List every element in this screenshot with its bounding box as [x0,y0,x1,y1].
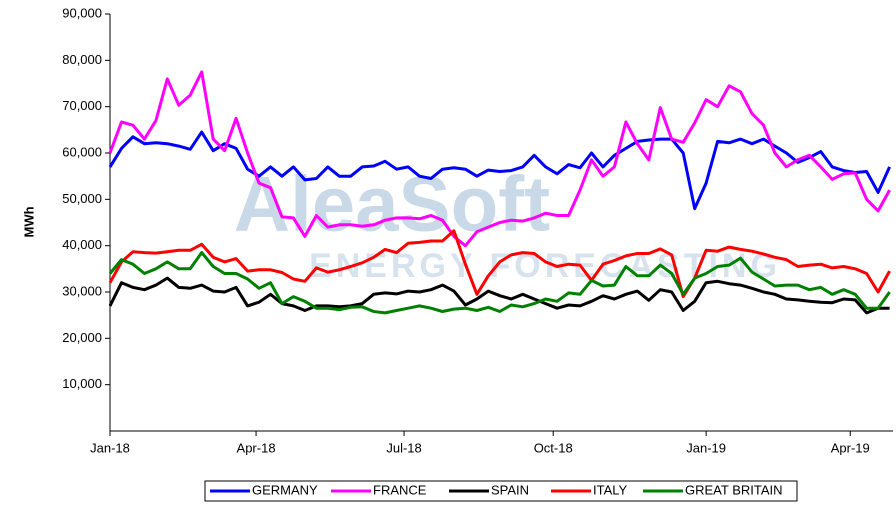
y-tick-label: 90,000 [62,5,102,20]
legend-label: SPAIN [491,482,529,497]
legend-label: GREAT BRITAIN [685,482,783,497]
series-line [108,251,891,315]
y-tick-label: 70,000 [62,98,102,113]
legend-label: GERMANY [252,482,318,497]
y-tick-label: 40,000 [62,237,102,252]
watermark: AleaSoft [234,160,550,248]
y-tick-label: 30,000 [62,283,102,298]
y-tick-label: 80,000 [62,52,102,67]
x-tick-label: Oct-18 [534,440,573,455]
series-line [108,130,891,211]
x-tick-label: Jan-19 [686,440,726,455]
legend-label: ITALY [593,482,628,497]
y-axis-label: MWh [21,206,36,237]
x-tick-label: Jul-18 [386,440,421,455]
x-tick-label: Apr-19 [831,440,870,455]
y-tick-label: 20,000 [62,330,102,345]
y-tick-label: 50,000 [62,191,102,206]
series-line [108,229,891,299]
y-tick-label: 60,000 [62,144,102,159]
legend-label: FRANCE [373,482,427,497]
x-tick-label: Apr-18 [237,440,276,455]
y-tick-label: 10,000 [62,376,102,391]
x-tick-label: Jan-18 [90,440,130,455]
legend-box [204,480,798,502]
series-line [108,70,891,248]
series-line [108,276,890,315]
